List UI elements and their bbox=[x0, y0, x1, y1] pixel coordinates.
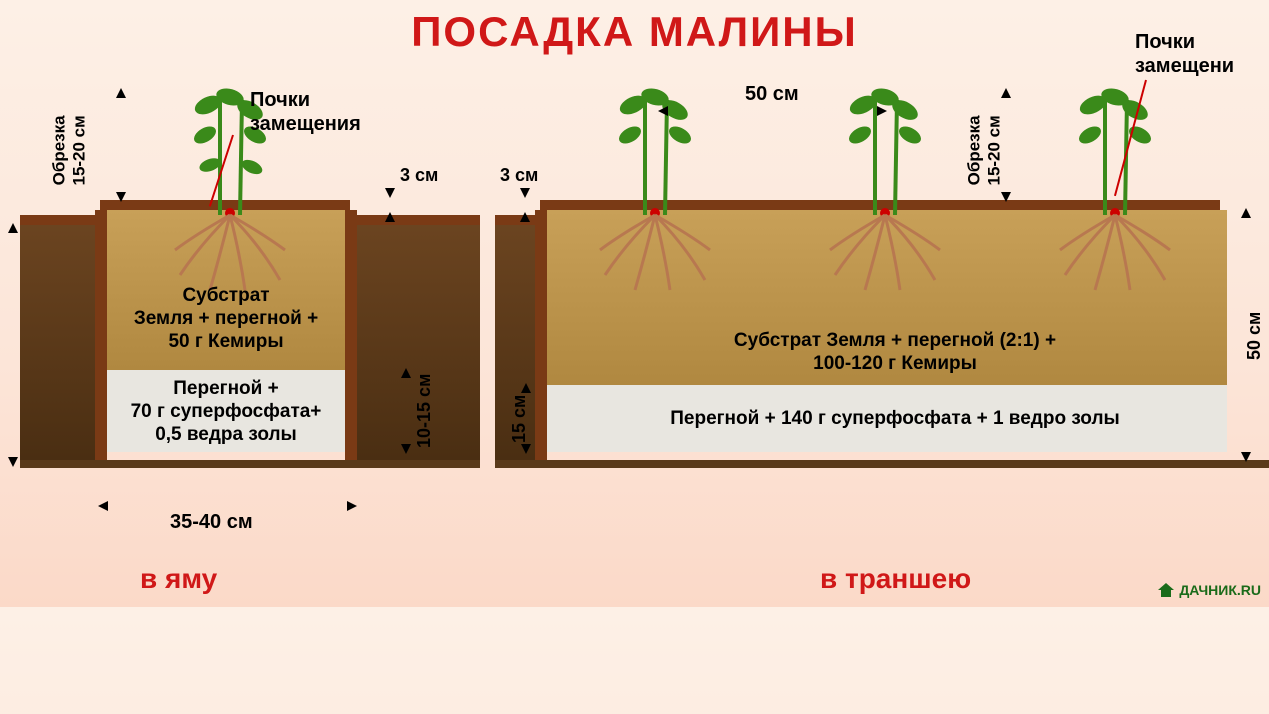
pit-bottom bbox=[20, 460, 480, 468]
pit-method-label: в яму bbox=[140, 563, 217, 595]
pit-surface-right bbox=[350, 215, 480, 225]
plant-icon bbox=[1055, 75, 1175, 295]
pit-prune-label: Обрезка15-20 см bbox=[50, 90, 91, 210]
page-title: ПОСАДКА МАЛИНЫ bbox=[0, 8, 1269, 56]
pit-wall-right bbox=[345, 210, 357, 460]
trench-plant-3 bbox=[1055, 75, 1175, 295]
pit-topsoil-label: 3 см bbox=[400, 165, 438, 187]
pit-surface-left bbox=[20, 215, 100, 225]
trench-bud-callout: Почкизамещени bbox=[1135, 30, 1234, 78]
pit-humus-text: Перегной +70 г суперфосфата+0,5 ведра зо… bbox=[110, 378, 342, 446]
trench-prune-label: Обрезка15-20 см bbox=[965, 90, 1006, 210]
trench-diagram: 50 см Обрезка15-20 см Почкизамещени 3 см… bbox=[495, 60, 1269, 540]
trench-plant-1 bbox=[595, 75, 715, 295]
pit-substrate-text: СубстратЗемля + перегной +50 г Кемиры bbox=[110, 285, 342, 353]
trench-surface-left bbox=[495, 215, 540, 225]
pit-wall-left bbox=[95, 210, 107, 460]
pit-prune-dim bbox=[0, 60, 1, 170]
trench-humus-depth: 15 см bbox=[509, 389, 531, 449]
trench-method-label: в траншею bbox=[820, 563, 971, 595]
pit-outer-left bbox=[20, 225, 95, 460]
trench-depth-label: 50 см bbox=[1244, 306, 1266, 366]
trench-humus-text: Перегной + 140 г суперфосфата + 1 ведро … bbox=[575, 408, 1215, 431]
trench-wall-left bbox=[535, 210, 547, 460]
trench-bottom bbox=[495, 460, 1269, 468]
pit-width-label: 35-40 см bbox=[170, 510, 253, 534]
plant-icon bbox=[595, 75, 715, 295]
pit-humus-depth: 10-15 см bbox=[414, 371, 436, 451]
pit-diagram: Обрезка15-20 см Почкизамещения 3 см Субс… bbox=[0, 60, 480, 540]
watermark-text: ДАЧНИК.RU bbox=[1179, 582, 1261, 598]
house-icon bbox=[1157, 582, 1175, 601]
trench-spacing-label: 50 см bbox=[745, 82, 799, 106]
trench-substrate-text: Субстрат Земля + перегной (2:1) +100-120… bbox=[625, 330, 1165, 376]
watermark: ДАЧНИК.RU bbox=[1157, 582, 1261, 601]
trench-topsoil-label: 3 см bbox=[500, 165, 538, 187]
pit-bud-callout: Почкизамещения bbox=[250, 88, 361, 136]
